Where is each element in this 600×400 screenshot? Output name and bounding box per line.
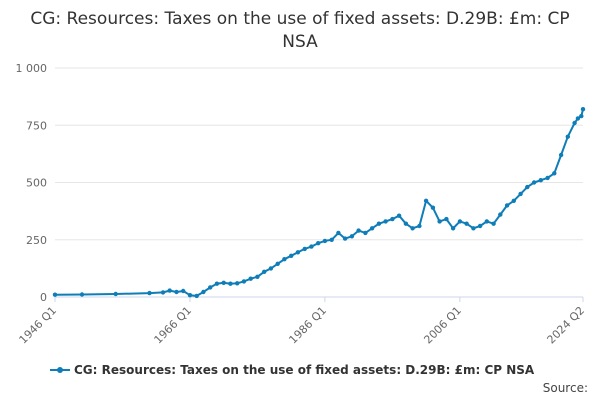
y-tick-label: 750	[26, 119, 47, 132]
data-point	[580, 107, 586, 112]
data-point	[376, 221, 382, 226]
data-point	[450, 226, 456, 231]
data-point	[552, 171, 557, 176]
data-point	[504, 203, 510, 208]
y-tick-label: 0	[40, 291, 47, 304]
data-point	[228, 281, 233, 286]
y-tick-label: 500	[26, 177, 47, 190]
data-point	[329, 237, 334, 242]
data-point	[52, 292, 58, 297]
data-point	[167, 288, 172, 293]
data-point	[457, 219, 463, 224]
data-point	[525, 184, 530, 190]
data-point	[268, 266, 274, 271]
x-tick-label: 1946 Q1	[17, 304, 60, 347]
data-point	[194, 293, 199, 299]
legend-series-swatch	[50, 364, 70, 376]
data-point	[201, 289, 206, 295]
data-point	[575, 116, 581, 121]
data-point	[531, 180, 537, 185]
data-point	[79, 292, 85, 297]
data-point	[423, 198, 429, 203]
data-point	[383, 219, 388, 224]
data-point	[403, 221, 409, 226]
chart-title: CG: Resources: Taxes on the use of fixed…	[30, 9, 570, 52]
data-point	[221, 280, 226, 285]
data-point	[558, 152, 564, 158]
data-point	[181, 288, 186, 294]
data-point	[322, 238, 328, 244]
y-tick-label: 250	[26, 234, 47, 247]
data-point	[444, 216, 449, 222]
data-point	[214, 281, 220, 286]
x-tick-label: 2024 Q2	[545, 304, 588, 347]
data-point	[174, 289, 179, 295]
data-point	[565, 134, 570, 139]
data-point	[471, 226, 476, 231]
data-point	[342, 236, 348, 241]
data-point	[579, 113, 584, 119]
data-point	[187, 293, 193, 298]
data-point	[302, 246, 307, 252]
data-point	[437, 219, 442, 224]
data-point	[545, 175, 550, 181]
data-point	[113, 291, 118, 297]
data-point	[241, 279, 247, 284]
series-line	[54, 108, 584, 297]
data-point	[208, 285, 213, 290]
data-point	[295, 250, 301, 255]
data-point	[282, 257, 287, 262]
data-point	[255, 274, 260, 279]
data-point	[289, 253, 294, 258]
source-credit: Source:	[542, 381, 588, 395]
data-point	[464, 221, 469, 226]
y-tick-label: 1 000	[16, 62, 48, 75]
data-point	[572, 120, 577, 126]
data-point	[511, 198, 516, 203]
data-point	[477, 223, 483, 229]
data-point	[491, 221, 496, 226]
data-point	[160, 290, 166, 295]
data-point	[363, 230, 368, 236]
data-point	[349, 234, 355, 239]
data-point	[396, 213, 402, 218]
data-point	[518, 191, 523, 197]
data-point	[538, 178, 543, 183]
data-point	[275, 261, 280, 266]
data-point	[410, 226, 415, 231]
data-point	[498, 212, 503, 217]
legend-series-label: CG: Resources: Taxes on the use of fixed…	[74, 363, 535, 377]
data-point	[262, 269, 267, 274]
data-point	[369, 226, 375, 231]
data-point	[309, 244, 314, 249]
data-point	[336, 230, 341, 236]
x-tick-label: 2006 Q1	[421, 304, 464, 347]
legend[interactable]: CG: Resources: Taxes on the use of fixed…	[50, 363, 534, 377]
data-point	[235, 281, 240, 286]
x-tick-label: 1966 Q1	[152, 304, 195, 347]
data-point	[390, 216, 395, 222]
data-point	[356, 228, 361, 233]
data-point	[147, 290, 152, 296]
data-point	[430, 205, 436, 210]
data-point	[417, 223, 422, 229]
data-point	[484, 219, 489, 224]
data-point	[248, 276, 253, 281]
x-tick-label: 1986 Q1	[286, 304, 329, 347]
data-point	[316, 241, 321, 246]
